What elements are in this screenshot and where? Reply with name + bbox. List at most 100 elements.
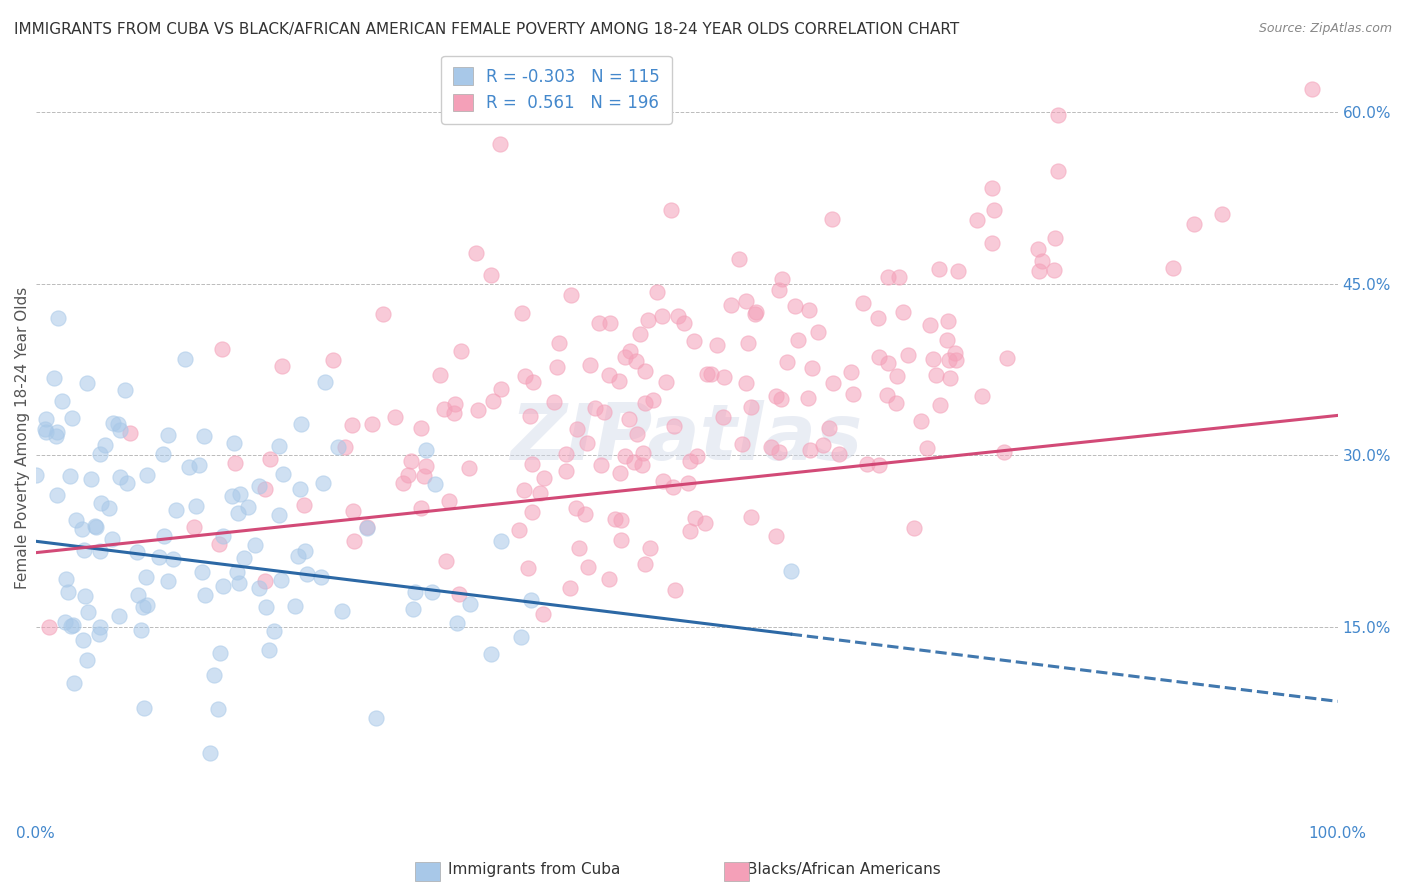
Point <box>312 476 335 491</box>
Point <box>519 409 541 424</box>
Point <box>1026 242 1049 256</box>
Point <box>628 327 651 342</box>
Point <box>1301 82 1323 96</box>
Point <box>229 487 252 501</box>
Point <box>373 307 395 321</box>
Point <box>1031 253 1053 268</box>
Point <box>866 310 889 325</box>
Point <box>583 401 606 415</box>
Point <box>623 455 645 469</box>
Point <box>761 441 783 455</box>
Point <box>84 518 107 533</box>
Point <box>479 268 502 282</box>
Point <box>253 483 276 497</box>
Point <box>183 520 205 534</box>
Point <box>425 477 447 491</box>
Point <box>1047 164 1070 178</box>
Point <box>626 426 648 441</box>
Point <box>35 425 58 439</box>
Point <box>686 449 709 463</box>
Point <box>211 579 233 593</box>
Point <box>706 338 728 352</box>
Point <box>619 344 641 359</box>
Point <box>925 368 948 382</box>
Point <box>153 529 176 543</box>
Point <box>696 367 718 381</box>
Point <box>152 447 174 461</box>
Point <box>938 314 960 328</box>
Point <box>226 506 249 520</box>
Point <box>404 585 426 599</box>
Point <box>737 336 759 351</box>
Point <box>114 383 136 397</box>
Point <box>634 557 657 571</box>
Point <box>208 536 231 550</box>
Point <box>45 429 67 443</box>
Point <box>162 552 184 566</box>
Point <box>356 519 378 533</box>
Point <box>402 602 425 616</box>
Point <box>744 307 766 321</box>
Y-axis label: Female Poverty Among 18-24 Year Olds: Female Poverty Among 18-24 Year Olds <box>15 287 30 590</box>
Point <box>887 270 910 285</box>
Text: ZIPatlas: ZIPatlas <box>510 401 863 476</box>
Point <box>740 510 762 524</box>
Point <box>631 458 654 473</box>
Point <box>207 701 229 715</box>
Point <box>269 438 291 452</box>
Point <box>510 306 533 320</box>
Point <box>342 504 364 518</box>
Point <box>90 496 112 510</box>
Point <box>127 545 149 559</box>
Point <box>413 468 436 483</box>
Point <box>443 406 465 420</box>
Point <box>434 554 457 568</box>
Point <box>662 418 685 433</box>
Point <box>202 667 225 681</box>
Point <box>271 467 294 481</box>
Point <box>24 467 46 482</box>
Point <box>508 523 530 537</box>
Point <box>820 212 842 227</box>
Point <box>700 368 723 382</box>
Text: Immigrants from Cuba: Immigrants from Cuba <box>449 863 620 877</box>
Point <box>89 619 111 633</box>
Point <box>543 395 565 409</box>
Point <box>693 516 716 530</box>
Text: Blacks/African Americans: Blacks/African Americans <box>747 863 941 877</box>
Point <box>364 711 387 725</box>
Point <box>876 270 898 285</box>
Point <box>44 370 66 384</box>
Point <box>555 464 578 478</box>
Point <box>811 438 834 452</box>
Point <box>946 264 969 278</box>
Point <box>807 326 830 340</box>
Point <box>624 354 647 368</box>
Point <box>565 422 588 436</box>
Point <box>420 585 443 599</box>
Point <box>711 409 734 424</box>
Point <box>720 298 742 312</box>
Point <box>224 456 246 470</box>
Point <box>77 605 100 619</box>
Point <box>489 382 512 396</box>
Point <box>247 479 270 493</box>
Point <box>575 436 598 450</box>
Point <box>735 376 758 390</box>
Point <box>263 624 285 639</box>
Point <box>576 559 599 574</box>
Point <box>184 500 207 514</box>
Point <box>295 567 318 582</box>
Point <box>787 333 810 347</box>
Point <box>415 443 437 458</box>
Point <box>896 348 918 362</box>
Point <box>605 512 627 526</box>
Point <box>520 592 543 607</box>
Point <box>797 302 820 317</box>
Point <box>193 429 215 443</box>
Point <box>631 446 654 460</box>
Point <box>945 352 967 367</box>
Point <box>415 459 437 474</box>
Point <box>89 544 111 558</box>
Point <box>481 394 503 409</box>
